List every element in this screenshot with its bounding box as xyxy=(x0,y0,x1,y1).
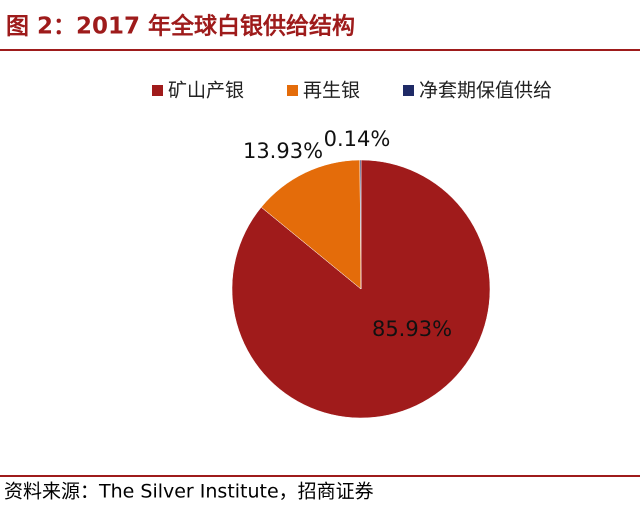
legend-swatch xyxy=(287,85,298,96)
data-label: 0.14% xyxy=(324,127,391,151)
legend-label: 再生银 xyxy=(303,80,360,102)
legend-label: 净套期保值供给 xyxy=(419,80,552,102)
data-label: 85.93% xyxy=(372,317,452,341)
legend-label: 矿山产银 xyxy=(168,80,244,102)
pie-slice xyxy=(260,159,362,290)
legend-swatch xyxy=(152,85,163,96)
pie-slice xyxy=(359,159,362,290)
data-label: 13.93% xyxy=(243,139,323,163)
legend-swatch xyxy=(403,85,414,96)
source: 资料来源：The Silver Institute，招商证券 xyxy=(4,481,374,503)
chart-title: 图 2：2017 年全球白银供给结构 xyxy=(6,13,355,40)
